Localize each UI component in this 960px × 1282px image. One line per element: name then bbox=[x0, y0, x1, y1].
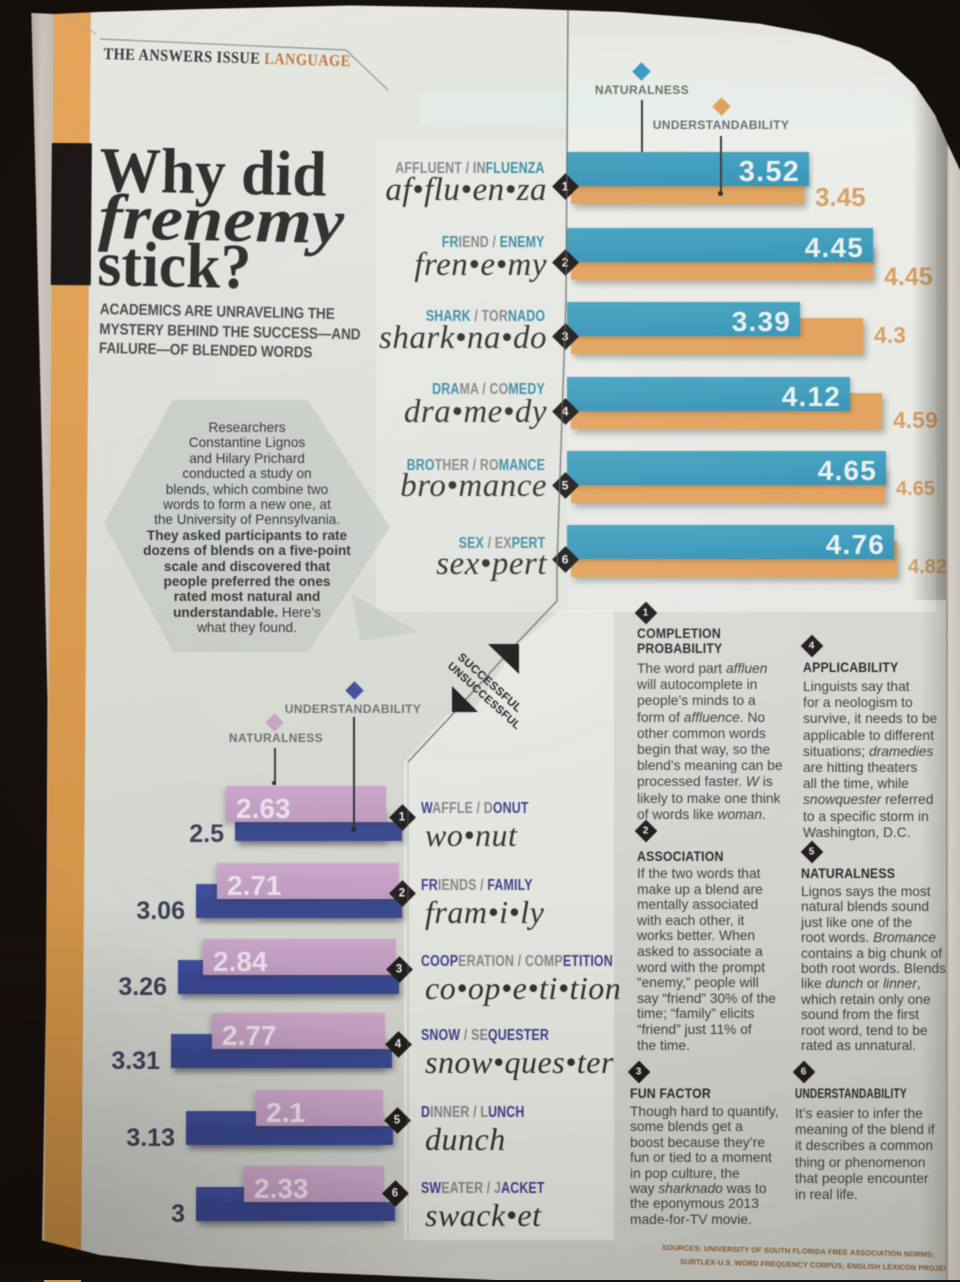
svg-text:SUBTLEX-U.S. WORD FREQUENCY CO: SUBTLEX-U.S. WORD FREQUENCY CORPUS; ENGL… bbox=[680, 1257, 954, 1273]
